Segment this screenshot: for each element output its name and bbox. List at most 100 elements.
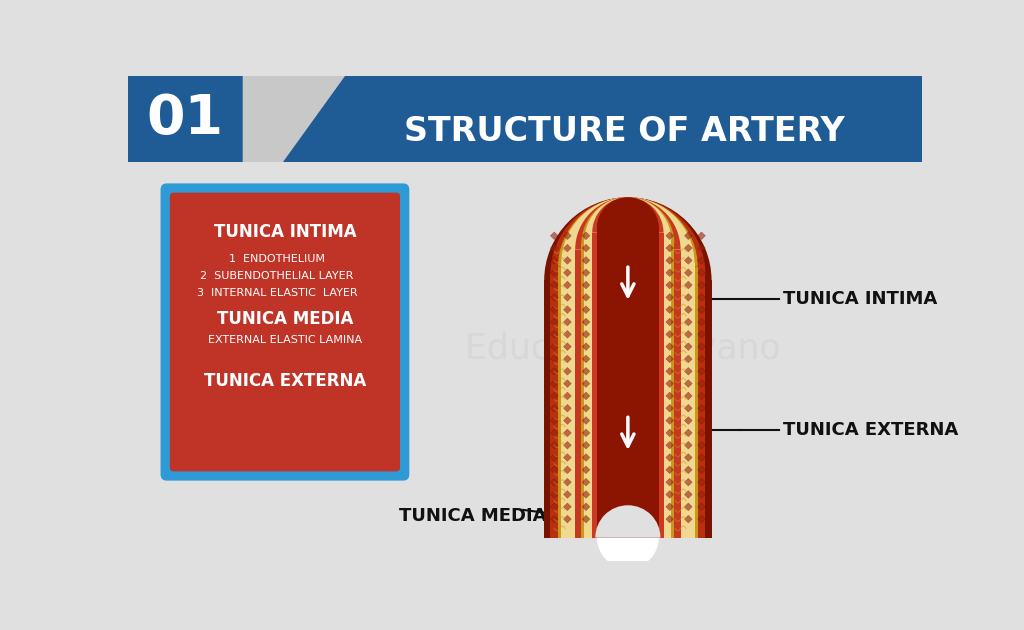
Polygon shape [563, 466, 571, 474]
Wedge shape [592, 197, 664, 232]
Bar [558, 266, 697, 537]
Polygon shape [550, 454, 558, 461]
Polygon shape [563, 306, 571, 314]
Bar [585, 241, 672, 537]
Polygon shape [563, 515, 571, 523]
Polygon shape [583, 503, 590, 511]
Polygon shape [684, 466, 692, 474]
Polygon shape [563, 392, 571, 400]
Polygon shape [666, 281, 674, 289]
Polygon shape [697, 478, 706, 486]
Polygon shape [550, 404, 558, 412]
Polygon shape [583, 416, 590, 425]
Polygon shape [550, 503, 558, 511]
Polygon shape [583, 404, 590, 412]
Polygon shape [666, 306, 674, 314]
Bar [128, 76, 922, 162]
Polygon shape [697, 232, 706, 239]
Text: TUNICA INTIMA: TUNICA INTIMA [783, 290, 937, 308]
Polygon shape [697, 244, 706, 252]
Polygon shape [697, 442, 706, 449]
Wedge shape [558, 197, 697, 266]
Wedge shape [550, 197, 706, 274]
Polygon shape [563, 331, 571, 338]
Polygon shape [563, 281, 571, 289]
Polygon shape [684, 416, 692, 425]
Polygon shape [666, 380, 674, 387]
Polygon shape [583, 232, 590, 239]
Polygon shape [697, 454, 706, 461]
Polygon shape [684, 478, 692, 486]
Polygon shape [684, 392, 692, 400]
Polygon shape [666, 232, 674, 239]
Polygon shape [550, 466, 558, 474]
Wedge shape [585, 197, 672, 241]
Polygon shape [583, 515, 590, 523]
Wedge shape [597, 197, 658, 228]
Polygon shape [583, 244, 590, 252]
Polygon shape [563, 343, 571, 350]
Polygon shape [684, 331, 692, 338]
Polygon shape [684, 491, 692, 498]
Text: 2  SUBENDOTHELIAL LAYER: 2 SUBENDOTHELIAL LAYER [201, 271, 354, 281]
Polygon shape [563, 429, 571, 437]
Polygon shape [583, 331, 590, 338]
Polygon shape [583, 269, 590, 277]
Polygon shape [583, 454, 590, 461]
Polygon shape [697, 404, 706, 412]
Polygon shape [666, 466, 674, 474]
Polygon shape [666, 367, 674, 375]
Text: 01: 01 [146, 92, 224, 146]
Polygon shape [563, 404, 571, 412]
Bar [582, 243, 675, 537]
Text: TUNICA INTIMA: TUNICA INTIMA [214, 223, 356, 241]
Polygon shape [697, 256, 706, 264]
Polygon shape [563, 367, 571, 375]
Polygon shape [697, 306, 706, 314]
Polygon shape [550, 232, 558, 239]
Polygon shape [550, 429, 558, 437]
Polygon shape [697, 380, 706, 387]
Wedge shape [561, 197, 694, 263]
Polygon shape [550, 256, 558, 264]
Wedge shape [582, 197, 675, 243]
Polygon shape [684, 294, 692, 301]
Text: TUNICA MEDIA: TUNICA MEDIA [399, 507, 547, 525]
Polygon shape [550, 491, 558, 498]
Polygon shape [697, 429, 706, 437]
Polygon shape [684, 429, 692, 437]
FancyBboxPatch shape [170, 193, 400, 471]
Polygon shape [697, 318, 706, 326]
Polygon shape [666, 244, 674, 252]
Polygon shape [550, 306, 558, 314]
Polygon shape [684, 343, 692, 350]
Polygon shape [583, 380, 590, 387]
Polygon shape [666, 294, 674, 301]
Bar [597, 228, 658, 537]
Polygon shape [666, 491, 674, 498]
Polygon shape [684, 355, 692, 363]
Bar [592, 232, 664, 537]
Text: TUNICA EXTERNA: TUNICA EXTERNA [783, 421, 958, 439]
Polygon shape [666, 331, 674, 338]
Polygon shape [666, 515, 674, 523]
Polygon shape [550, 281, 558, 289]
Polygon shape [563, 442, 571, 449]
Polygon shape [666, 416, 674, 425]
Polygon shape [666, 478, 674, 486]
Text: EXTERNAL ELASTIC LAMINA: EXTERNAL ELASTIC LAMINA [208, 335, 362, 345]
Polygon shape [563, 355, 571, 363]
Polygon shape [697, 515, 706, 523]
Polygon shape [563, 503, 571, 511]
Polygon shape [666, 355, 674, 363]
Polygon shape [697, 491, 706, 498]
Polygon shape [583, 294, 590, 301]
Polygon shape [583, 355, 590, 363]
Polygon shape [583, 392, 590, 400]
Bar [550, 274, 706, 537]
Polygon shape [666, 269, 674, 277]
Polygon shape [583, 256, 590, 264]
Wedge shape [597, 537, 658, 568]
Polygon shape [550, 294, 558, 301]
Text: TUNICA EXTERNA: TUNICA EXTERNA [204, 372, 366, 389]
